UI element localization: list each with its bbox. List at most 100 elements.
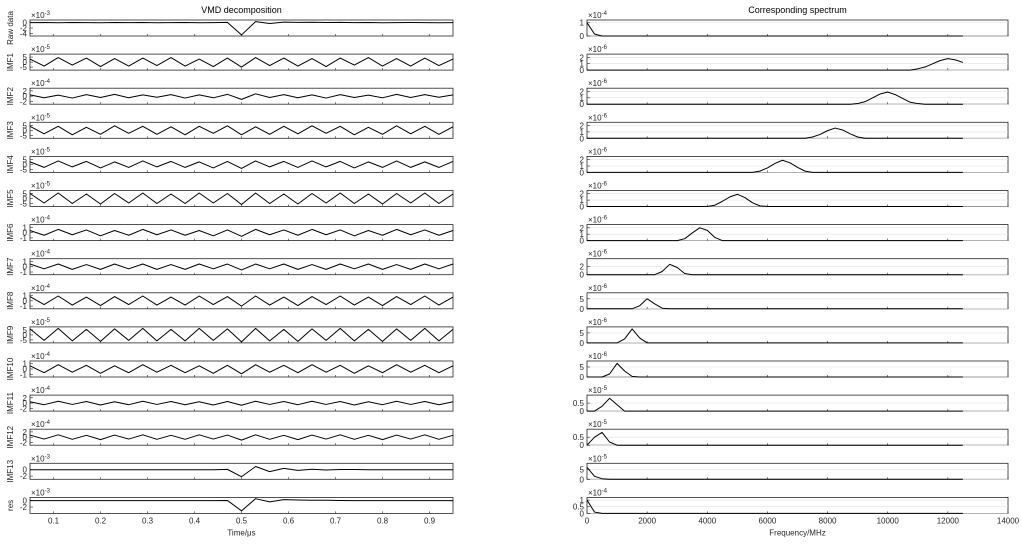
y-tick-label: -5 — [20, 63, 28, 72]
y-tick-label: 5 — [580, 363, 585, 372]
y-tick-label: 2 — [23, 394, 28, 403]
signal-line — [587, 58, 964, 71]
y-tick-label: 0 — [23, 92, 28, 101]
exponent-base: ×10 — [588, 284, 602, 293]
exponent-base: ×10 — [588, 352, 602, 361]
y-exponent: ×10-6 — [588, 352, 608, 361]
exponent-power: -3 — [45, 454, 51, 460]
exponent-power: -4 — [45, 216, 51, 222]
y-axis-label: IMF7 — [6, 257, 15, 276]
y-exponent: ×10-5 — [31, 318, 51, 327]
exponent-base: ×10 — [588, 45, 602, 54]
x-tick-label: 0.8 — [377, 516, 389, 525]
y-exponent: ×10-6 — [588, 79, 608, 88]
y-tick-label: -1 — [20, 370, 28, 379]
signal-line — [29, 400, 454, 406]
y-tick-label: -1 — [20, 302, 28, 311]
signal-line — [29, 160, 454, 169]
y-tick-label: -2 — [20, 503, 28, 512]
y-tick-label: 5 — [23, 326, 28, 335]
y-axis-label: IMF1 — [6, 52, 15, 71]
exponent-power: -4 — [45, 420, 51, 426]
y-tick-label: 1 — [23, 223, 28, 232]
signal-line — [587, 397, 963, 412]
y-axis-label: IMF6 — [6, 223, 15, 242]
exponent-base: ×10 — [31, 250, 45, 259]
exponent-base: ×10 — [588, 79, 602, 88]
y-axis-label: IMF2 — [6, 87, 15, 106]
exponent-power: -6 — [602, 45, 608, 51]
exponent-base: ×10 — [31, 352, 45, 361]
y-tick-label: 0 — [580, 475, 585, 484]
y-tick-label: 1 — [580, 162, 585, 171]
y-tick-label: 0 — [580, 305, 585, 314]
y-tick-label: -2 — [20, 404, 28, 413]
signal-line — [587, 127, 963, 139]
signal-line — [587, 193, 963, 207]
y-tick-label: 2 — [580, 224, 585, 233]
y-tick-label: 2 — [580, 190, 585, 199]
exponent-base: ×10 — [588, 420, 602, 429]
exponent-power: -6 — [602, 182, 608, 188]
signal-line — [587, 227, 963, 242]
y-tick-label: -5 — [20, 165, 28, 174]
signal-line — [29, 93, 454, 100]
y-tick-label: -2 — [20, 24, 28, 33]
signal-line — [587, 159, 963, 173]
x-tick-label: 0.6 — [283, 516, 295, 525]
y-tick-label: 1 — [580, 128, 585, 137]
y-tick-label: 0 — [580, 32, 585, 41]
exponent-base: ×10 — [588, 182, 602, 191]
y-tick-label: 0.5 — [573, 399, 585, 408]
y-tick-label: 0 — [23, 160, 28, 169]
y-exponent: ×10-5 — [31, 45, 51, 54]
y-tick-label: -1 — [20, 268, 28, 277]
y-tick-label: 2 — [580, 53, 585, 62]
y-tick-label: 0 — [580, 509, 585, 518]
y-tick-label: 1 — [580, 496, 585, 505]
y-tick-label: 5 — [580, 465, 585, 474]
y-exponent: ×10-6 — [588, 45, 608, 54]
exponent-power: -5 — [45, 113, 51, 119]
y-tick-label: 0 — [23, 195, 28, 204]
y-tick-label: 0 — [23, 58, 28, 67]
y-exponent: ×10-6 — [588, 147, 608, 156]
exponent-base: ×10 — [588, 386, 602, 395]
y-exponent: ×10-5 — [588, 454, 608, 463]
exponent-power: -5 — [602, 386, 608, 392]
signal-line — [587, 328, 963, 344]
y-tick-label: -4 — [20, 29, 28, 38]
y-tick-label: 5 — [23, 121, 28, 130]
axes-frame — [586, 190, 1009, 207]
y-exponent: ×10-4 — [31, 216, 51, 225]
exponent-power: -6 — [602, 216, 608, 222]
y-exponent: ×10-6 — [588, 113, 608, 122]
signal-line — [29, 125, 454, 136]
exponent-power: -4 — [45, 352, 51, 358]
y-tick-label: 1 — [580, 230, 585, 239]
x-tick-label: 14000 — [997, 516, 1020, 525]
x-axis-label: Time/μs — [227, 528, 255, 537]
y-axis-label: IMF12 — [6, 425, 15, 448]
exponent-power: -3 — [45, 488, 51, 494]
y-tick-label: 1 — [580, 19, 585, 28]
exponent-base: ×10 — [588, 250, 602, 259]
y-axis-label: IMF8 — [6, 291, 15, 310]
axes-frame — [586, 462, 1009, 480]
exponent-base: ×10 — [588, 454, 602, 463]
y-exponent: ×10-4 — [31, 79, 51, 88]
y-exponent: ×10-5 — [588, 420, 608, 429]
exponent-power: -6 — [602, 79, 608, 85]
exponent-base: ×10 — [31, 318, 45, 327]
y-tick-label: -2 — [20, 439, 28, 448]
y-tick-label: 2 — [580, 156, 585, 165]
y-tick-label: 0 — [580, 271, 585, 280]
y-tick-label: 2 — [23, 87, 28, 96]
y-axis-label: IMF9 — [6, 325, 15, 344]
axes-frame — [586, 224, 1009, 242]
y-tick-label: 5 — [23, 190, 28, 199]
exponent-power: -6 — [602, 284, 608, 290]
y-tick-label: 0 — [580, 237, 585, 246]
y-exponent: ×10-6 — [588, 318, 608, 327]
exponent-base: ×10 — [588, 11, 602, 20]
